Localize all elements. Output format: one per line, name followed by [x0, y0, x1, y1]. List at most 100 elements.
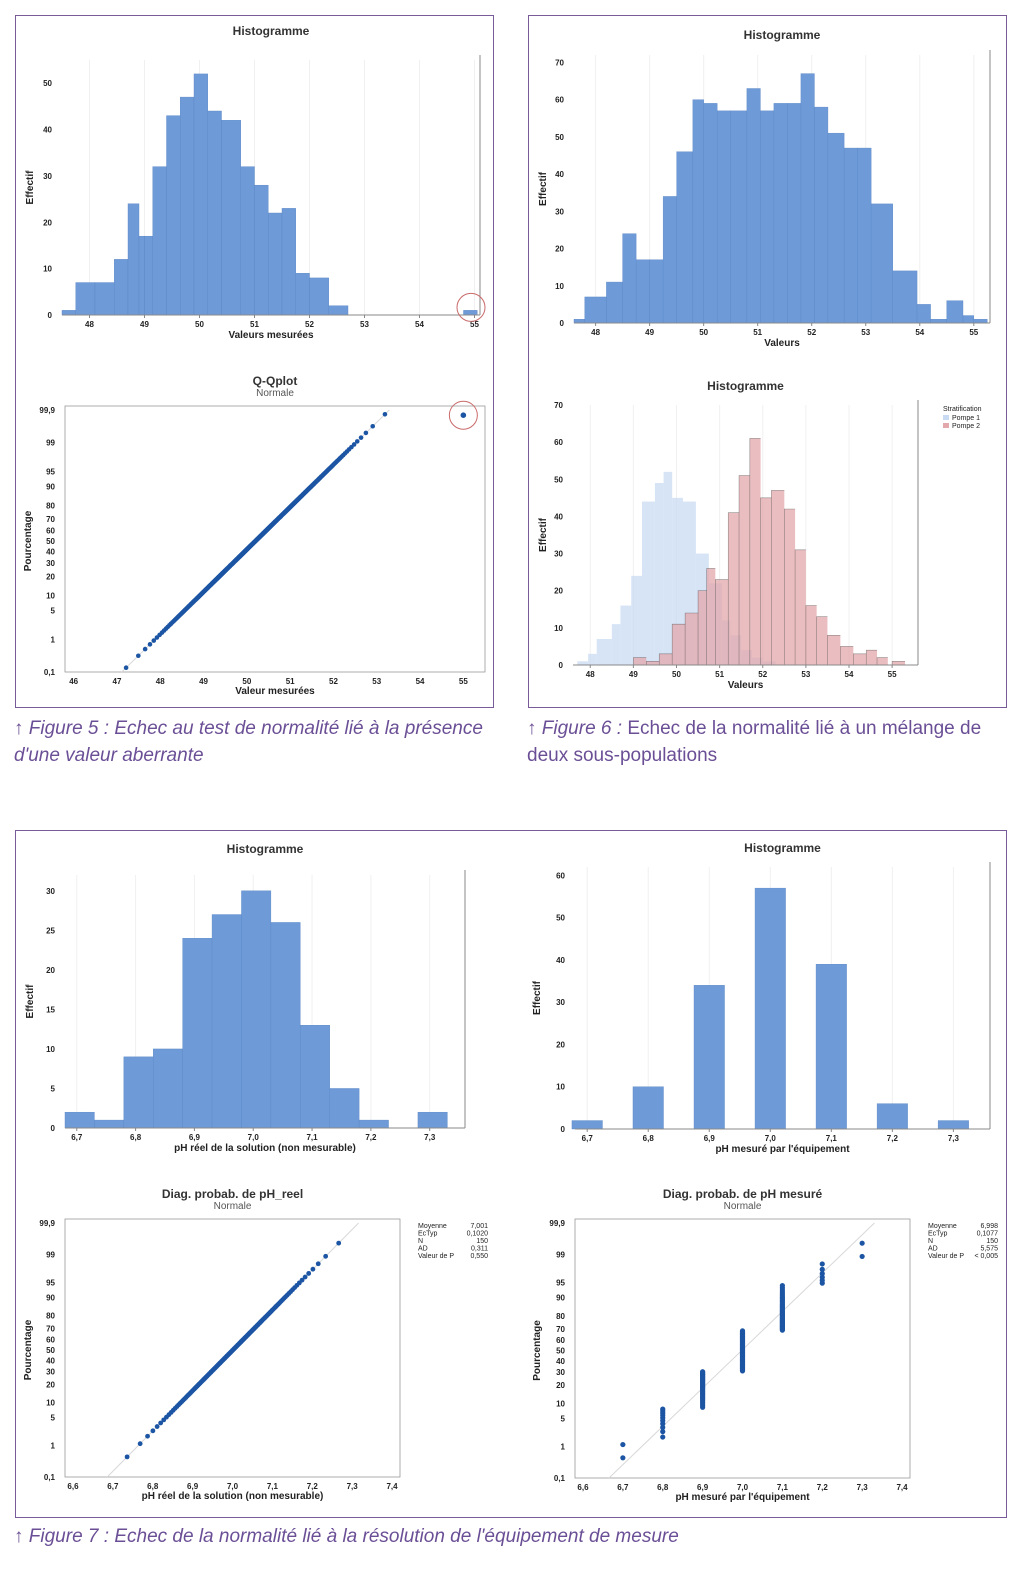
y-axis-label: Pourcentage: [532, 1320, 543, 1381]
x-tick-label: 55: [969, 328, 978, 337]
histogram-bar: [877, 657, 888, 665]
histogram-bar: [706, 568, 716, 665]
y-tick-label: 90: [556, 1294, 565, 1303]
plot-border: [64, 1218, 401, 1478]
data-point: [142, 646, 148, 652]
histogram-bar: [814, 106, 829, 324]
plot-border: [574, 1218, 911, 1479]
x-axis-label: pH mesuré par l'équipement: [675, 1492, 810, 1503]
x-tick-label: 6,8: [130, 1133, 142, 1142]
x-axis-label: Valeurs: [728, 680, 764, 691]
data-point: [660, 1434, 666, 1440]
bar-outline: [684, 612, 699, 665]
histogram-bar: [749, 438, 761, 665]
histogram-bar: [760, 497, 772, 665]
histogram-bar: [663, 471, 673, 665]
x-tick-label: 6,7: [617, 1483, 629, 1492]
y-tick-label: 25: [46, 926, 55, 935]
histogram-bar: [754, 887, 786, 1130]
x-tick-label: 7,4: [896, 1483, 908, 1492]
y-tick-label: 0,1: [44, 1473, 56, 1482]
y-tick-label: 30: [556, 1368, 565, 1377]
x-tick-label: 7,3: [424, 1133, 436, 1142]
data-point: [739, 1328, 746, 1334]
y-tick-label: 20: [556, 1381, 565, 1390]
bar-outline: [749, 438, 761, 665]
histogram-bar: [94, 1119, 125, 1129]
stat-label: N: [418, 1238, 423, 1245]
histogram-bar: [843, 147, 858, 324]
y-axis-label: Effectif: [538, 517, 549, 552]
x-tick-label: 53: [360, 320, 369, 329]
x-tick-label: 49: [629, 670, 638, 679]
data-point: [336, 1240, 342, 1246]
data-point: [302, 1274, 308, 1280]
histogram-bar: [153, 1048, 183, 1129]
figure-6-histogram: Histogramme 0 10 20 30 40 50 60 70 48 49 50 51 52 53 54…: [538, 28, 991, 349]
data-point: [660, 1424, 666, 1430]
y-axis-label: Pourcentage: [23, 1319, 34, 1380]
chart-title: Q-Qplot: [253, 374, 298, 388]
histogram-bar: [857, 147, 872, 324]
x-tick-label: 7,2: [365, 1133, 377, 1142]
y-tick-label: 50: [555, 133, 564, 142]
histogram-bar: [973, 319, 988, 324]
y-tick-label: 1: [561, 1442, 566, 1451]
histogram-bar: [64, 1111, 95, 1129]
data-point: [819, 1261, 825, 1267]
data-point: [620, 1441, 626, 1448]
histogram-bar: [930, 319, 947, 324]
data-point: [819, 1266, 825, 1272]
histogram-bar: [463, 310, 478, 316]
x-axis-label: Valeurs mesurées: [228, 330, 313, 341]
bar-outline: [827, 634, 841, 665]
histogram-bar: [631, 575, 642, 665]
y-tick-label: 5: [51, 1084, 56, 1093]
y-tick-label: 1: [51, 1442, 56, 1451]
histogram-bar: [596, 639, 612, 665]
histogram-bar: [892, 270, 918, 324]
data-point: [620, 1455, 626, 1461]
histogram-bar: [866, 650, 878, 665]
x-tick-label: 48: [156, 677, 165, 686]
y-tick-label: 60: [46, 526, 55, 535]
figure-5-histogram: Histogramme 0 10 20 30 40 50 48 49 50 51 52 53 54 55 Va…: [25, 24, 486, 341]
y-tick-label: 10: [43, 265, 52, 274]
y-tick-label: 60: [46, 1336, 55, 1345]
y-tick-label: 30: [46, 887, 55, 896]
x-tick-label: 7,3: [948, 1134, 960, 1143]
histogram-bar: [584, 296, 607, 324]
histogram-bar: [633, 657, 647, 665]
y-tick-label: 0: [559, 661, 564, 670]
x-tick-label: 54: [416, 677, 425, 686]
x-tick-label: 55: [888, 670, 897, 679]
x-tick-label: 49: [645, 328, 654, 337]
y-tick-label: 40: [556, 1357, 565, 1366]
stat-label: Moyenne: [928, 1223, 957, 1230]
histogram-bar: [114, 259, 129, 316]
y-tick-label: 10: [556, 1083, 565, 1092]
histogram-bar: [692, 99, 704, 324]
bar-outline: [697, 590, 707, 665]
y-tick-label: 0,1: [44, 668, 56, 677]
y-tick-label: 40: [46, 548, 55, 557]
y-tick-label: 0: [561, 1125, 566, 1134]
data-point: [382, 411, 388, 417]
y-tick-label: 30: [554, 550, 563, 559]
y-axis-label: Effectif: [532, 980, 543, 1015]
histogram-bar: [787, 103, 802, 324]
histogram-bar: [606, 281, 623, 324]
legend-swatch: [943, 415, 949, 420]
y-tick-label: 30: [43, 172, 52, 181]
x-tick-label: 52: [807, 328, 816, 337]
chart-title: Histogramme: [744, 841, 821, 855]
bar-outline: [738, 475, 750, 665]
data-point: [147, 642, 153, 647]
x-tick-label: 52: [305, 320, 314, 329]
y-axis-label: Effectif: [25, 984, 36, 1019]
caption-lead: Figure 5 :: [28, 718, 110, 739]
x-tick-label: 54: [415, 320, 424, 329]
data-point: [354, 439, 360, 444]
